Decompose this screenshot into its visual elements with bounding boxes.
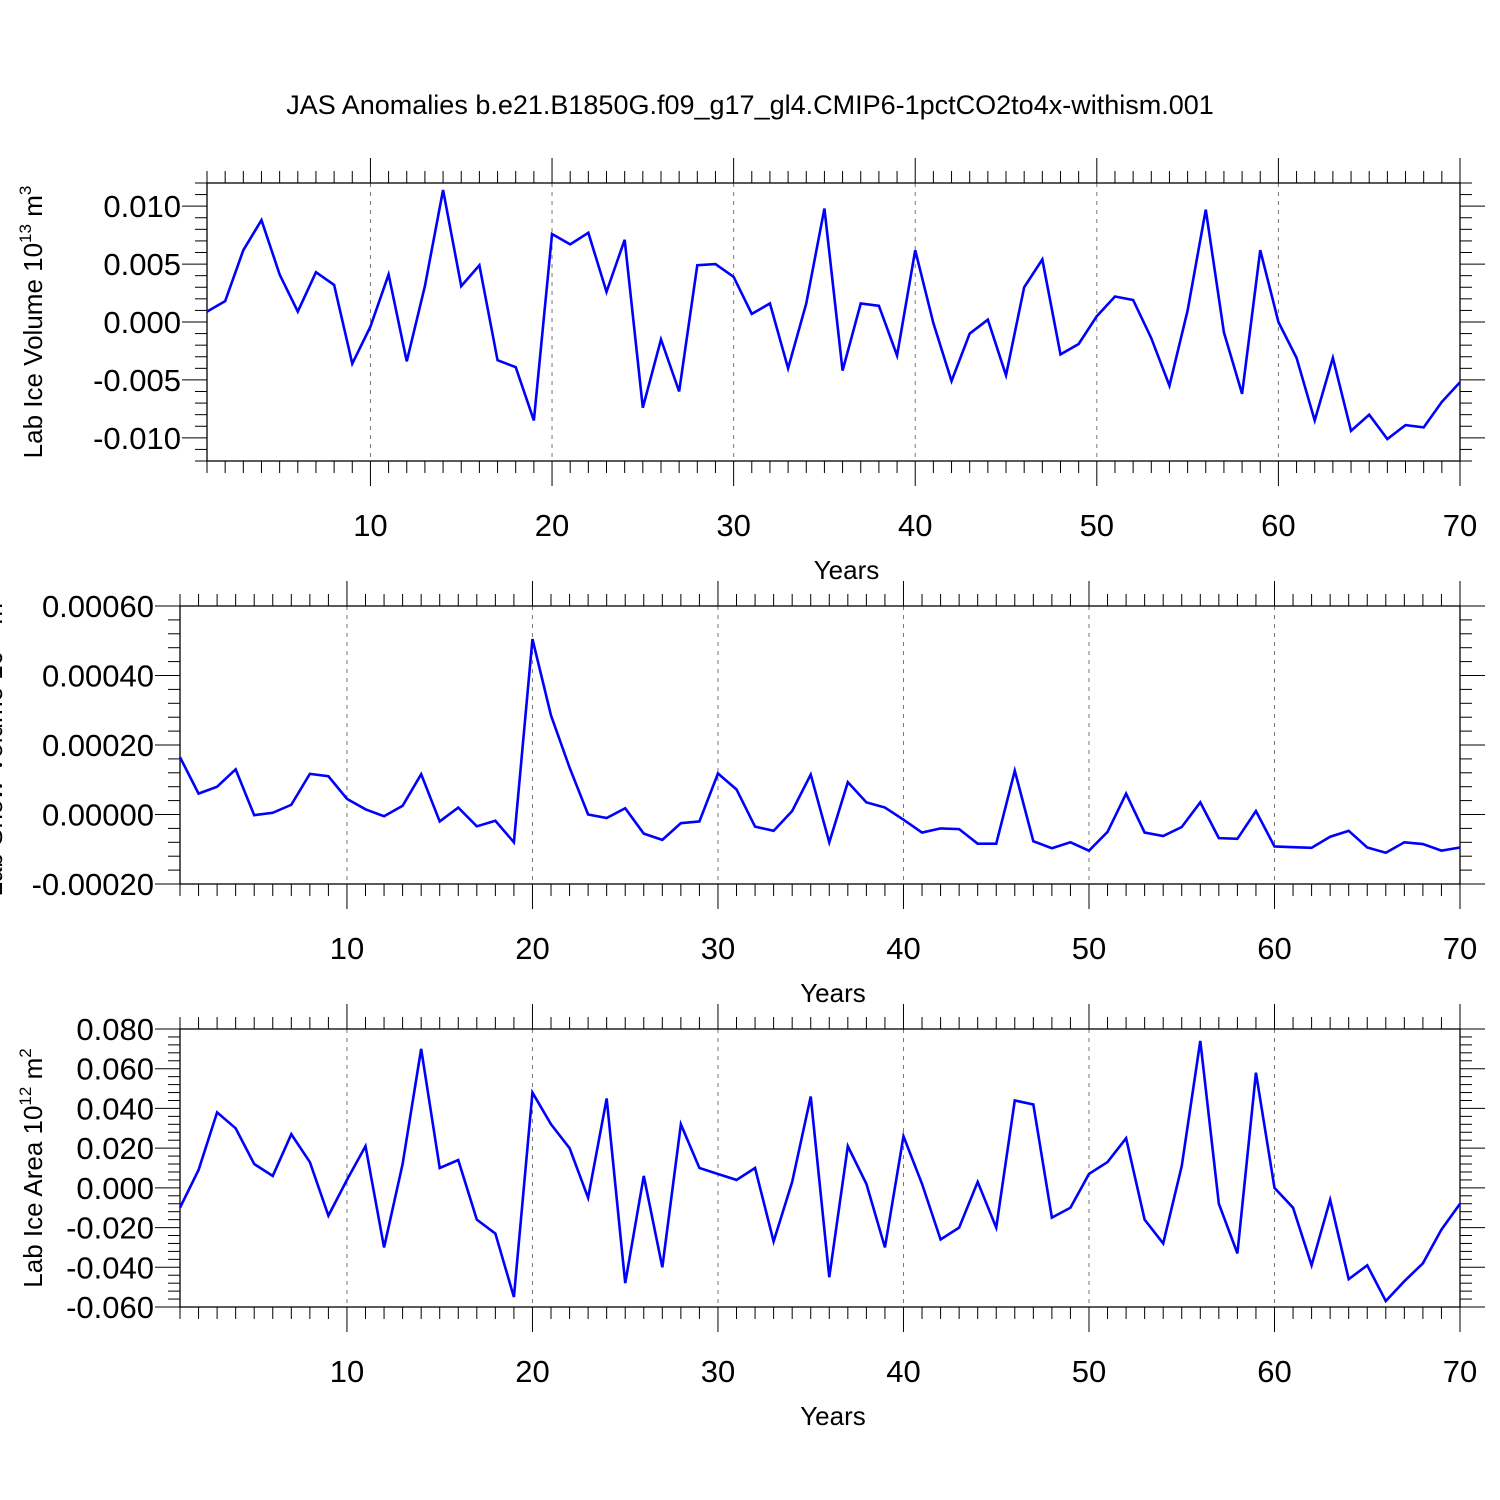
y-tick-label: -0.005 — [93, 363, 181, 398]
y-tick-label: -0.00020 — [32, 867, 154, 902]
x-tick-label: 70 — [1443, 1354, 1477, 1389]
figure-title: JAS Anomalies b.e21.B1850G.f09_g17_gl4.C… — [286, 90, 1214, 120]
x-tick-label: 50 — [1072, 931, 1106, 966]
x-tick-label: 60 — [1257, 931, 1291, 966]
y-axis-label-unit: m — [18, 1058, 48, 1087]
y-tick-label: 0.040 — [76, 1091, 154, 1126]
y-axis-label: Lab Snow Volume 1013 m3 — [0, 593, 8, 896]
y-axis-label-text: Lab Snow Volume 10 — [0, 651, 8, 897]
x-tick-label: 70 — [1443, 931, 1477, 966]
y-tick-label: 0.020 — [76, 1131, 154, 1166]
series-line-1 — [178, 1040, 1462, 1304]
series-line-1 — [206, 189, 1461, 441]
y-tick-label: 0.00000 — [42, 798, 154, 833]
x-tick-label: 10 — [353, 508, 387, 543]
x-tick-label: 40 — [886, 931, 920, 966]
y-tick-label: 0.080 — [76, 1012, 154, 1047]
x-axis-label: Years — [800, 978, 866, 1008]
plot-frame — [179, 605, 1461, 885]
x-axis-label: Years — [800, 1401, 866, 1431]
y-axis-label-exponent: 12 — [16, 1087, 35, 1106]
panel-2: 10 20 30 40 50 60 70 -0.00020 0.00000 0.00020 0.00… — [0, 581, 1485, 1008]
y-axis-label-unit: m — [18, 195, 48, 224]
x-tick-label: 40 — [886, 1354, 920, 1389]
y-tick-label: 0.005 — [103, 247, 181, 282]
y-tick-label: 0.00040 — [42, 659, 154, 694]
y-axis-label: Lab Ice Volume 1013 m3 — [16, 186, 48, 459]
series-line-1 — [178, 638, 1461, 855]
x-tick-label: 30 — [716, 508, 750, 543]
y-axis-label-unit-exponent: 3 — [16, 186, 35, 195]
x-axis-label: Years — [814, 555, 880, 585]
plot-frame — [179, 1028, 1461, 1308]
x-tick-label: 10 — [330, 931, 364, 966]
y-axis-label-unit-exponent: 2 — [16, 1048, 35, 1057]
y-tick-label: -0.040 — [66, 1250, 154, 1285]
y-tick-label: -0.020 — [66, 1211, 154, 1246]
y-axis-label: Lab Ice Area 1012 m2 — [16, 1048, 48, 1287]
panel-3: 10 20 30 40 50 60 70 -0.060 -0.040 -0.020 0.000 0.0… — [16, 1004, 1485, 1431]
x-tick-label: 60 — [1257, 1354, 1291, 1389]
y-axis-label-text: Lab Ice Area 10 — [18, 1106, 48, 1288]
y-axis-label-exponent: 13 — [16, 224, 35, 243]
y-tick-label: -0.060 — [66, 1290, 154, 1325]
y-axis-label-unit: m — [0, 603, 8, 632]
y-tick-label: 0.000 — [103, 305, 181, 340]
x-tick-label: 20 — [515, 1354, 549, 1389]
y-tick-label: 0.00020 — [42, 728, 154, 763]
y-tick-label: 0.010 — [103, 189, 181, 224]
y-tick-label: 0.060 — [76, 1052, 154, 1087]
x-tick-label: 50 — [1080, 508, 1114, 543]
x-tick-label: 70 — [1443, 508, 1477, 543]
x-tick-label: 10 — [330, 1354, 364, 1389]
y-tick-label: -0.010 — [93, 421, 181, 456]
x-tick-label: 20 — [515, 931, 549, 966]
x-tick-label: 20 — [535, 508, 569, 543]
panel-1: 10 20 30 40 50 60 70 -0.010 -0.005 0.000 0.005 0.01… — [16, 158, 1485, 585]
x-tick-label: 40 — [898, 508, 932, 543]
y-tick-label: 0.00060 — [42, 589, 154, 624]
x-tick-label: 50 — [1072, 1354, 1106, 1389]
y-axis-label-text: Lab Ice Volume 10 — [18, 243, 48, 458]
plot-frame — [206, 182, 1461, 462]
x-tick-label: 60 — [1261, 508, 1295, 543]
y-tick-label: 0.000 — [76, 1171, 154, 1206]
x-tick-label: 30 — [701, 1354, 735, 1389]
x-tick-label: 30 — [701, 931, 735, 966]
